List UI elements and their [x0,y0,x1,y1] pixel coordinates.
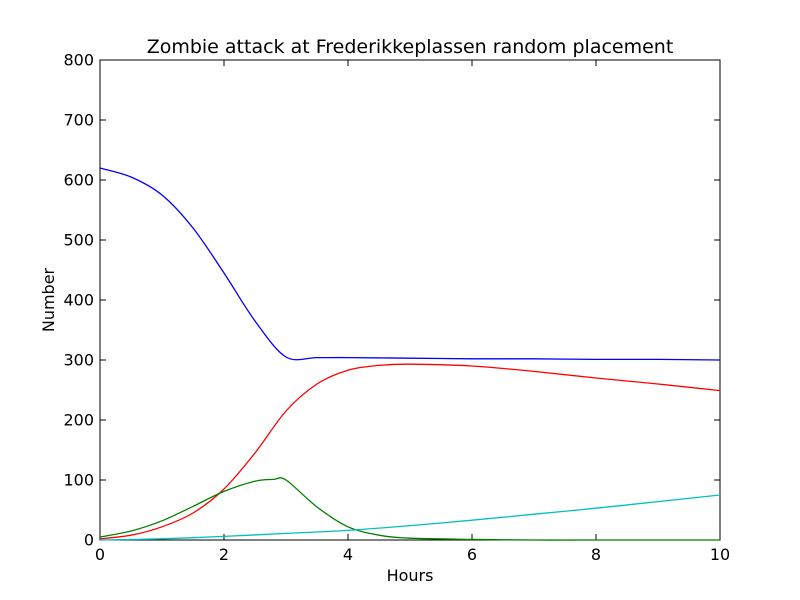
series-line-1 [99,167,721,361]
series-line-3 [99,477,720,541]
y-tick-label: 200 [63,411,94,430]
x-tick-labels: 0 2 4 6 8 10 [95,545,730,564]
y-tick-label: 500 [63,231,94,250]
series-layer [99,167,721,541]
y-axis-label: Number [39,267,58,332]
y-tick-label: 100 [63,471,94,490]
x-axis-label: Hours [387,566,434,585]
chart-title: Zombie attack at Frederikkeplassen rando… [147,36,674,58]
x-tick-label: 8 [591,545,601,564]
y-tick-label: 0 [84,531,94,550]
x-tick-label: 0 [95,545,105,564]
plot-area [99,59,721,541]
y-tick-label: 600 [63,171,94,190]
y-tick-label: 800 [63,51,94,70]
series-line-2 [99,363,721,540]
y-tick-labels: 0 100 200 300 400 500 600 700 800 [63,51,94,550]
series-line-4 [99,494,721,541]
x-tick-label: 6 [467,545,477,564]
y-tick-label: 700 [63,111,94,130]
x-tick-label: 4 [343,545,353,564]
y-tick-label: 400 [63,291,94,310]
x-tick-label: 10 [710,545,730,564]
x-tick-label: 2 [219,545,229,564]
y-tick-label: 300 [63,351,94,370]
